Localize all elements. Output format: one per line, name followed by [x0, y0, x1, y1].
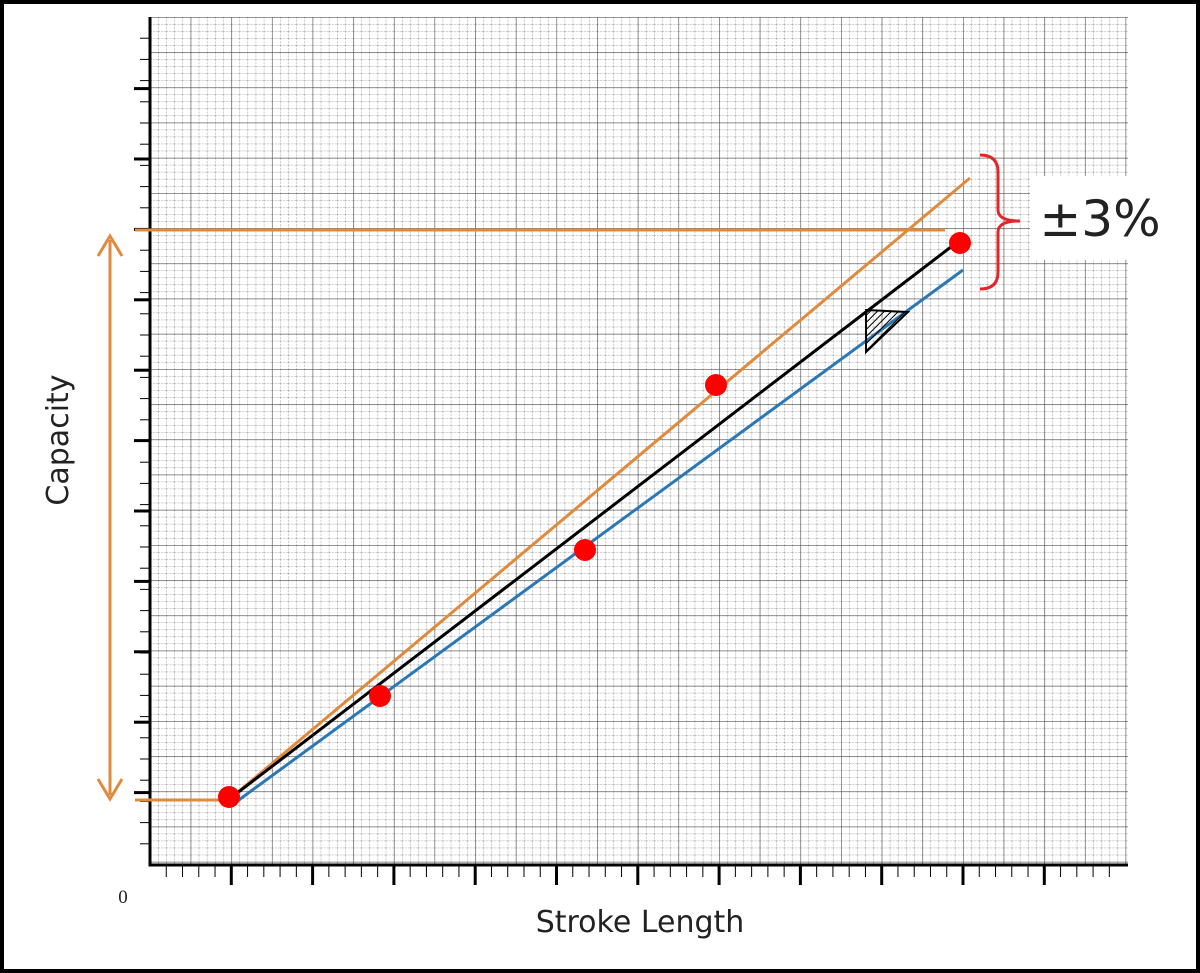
major-grid: [150, 17, 1128, 865]
tolerance-bracket: [979, 153, 1021, 291]
point: [369, 685, 391, 707]
direction-arrow: [865, 308, 911, 355]
point: [949, 232, 971, 254]
ticks: [134, 37, 1110, 885]
tolerance-box: [1030, 176, 1170, 260]
tolerance-label: ±3%: [1039, 190, 1160, 248]
nominal-line: [231, 238, 961, 799]
point: [574, 539, 596, 561]
point: [218, 786, 240, 808]
points: [218, 232, 971, 808]
y-axis-label: Capacity: [41, 374, 76, 505]
upper-limit-line: [231, 176, 971, 799]
range-arrow-heads: [96, 233, 124, 802]
point: [705, 374, 727, 396]
lower-limit-line: [231, 268, 964, 807]
x-axis-label: Stroke Length: [536, 905, 745, 940]
origin-label: 0: [118, 887, 128, 908]
